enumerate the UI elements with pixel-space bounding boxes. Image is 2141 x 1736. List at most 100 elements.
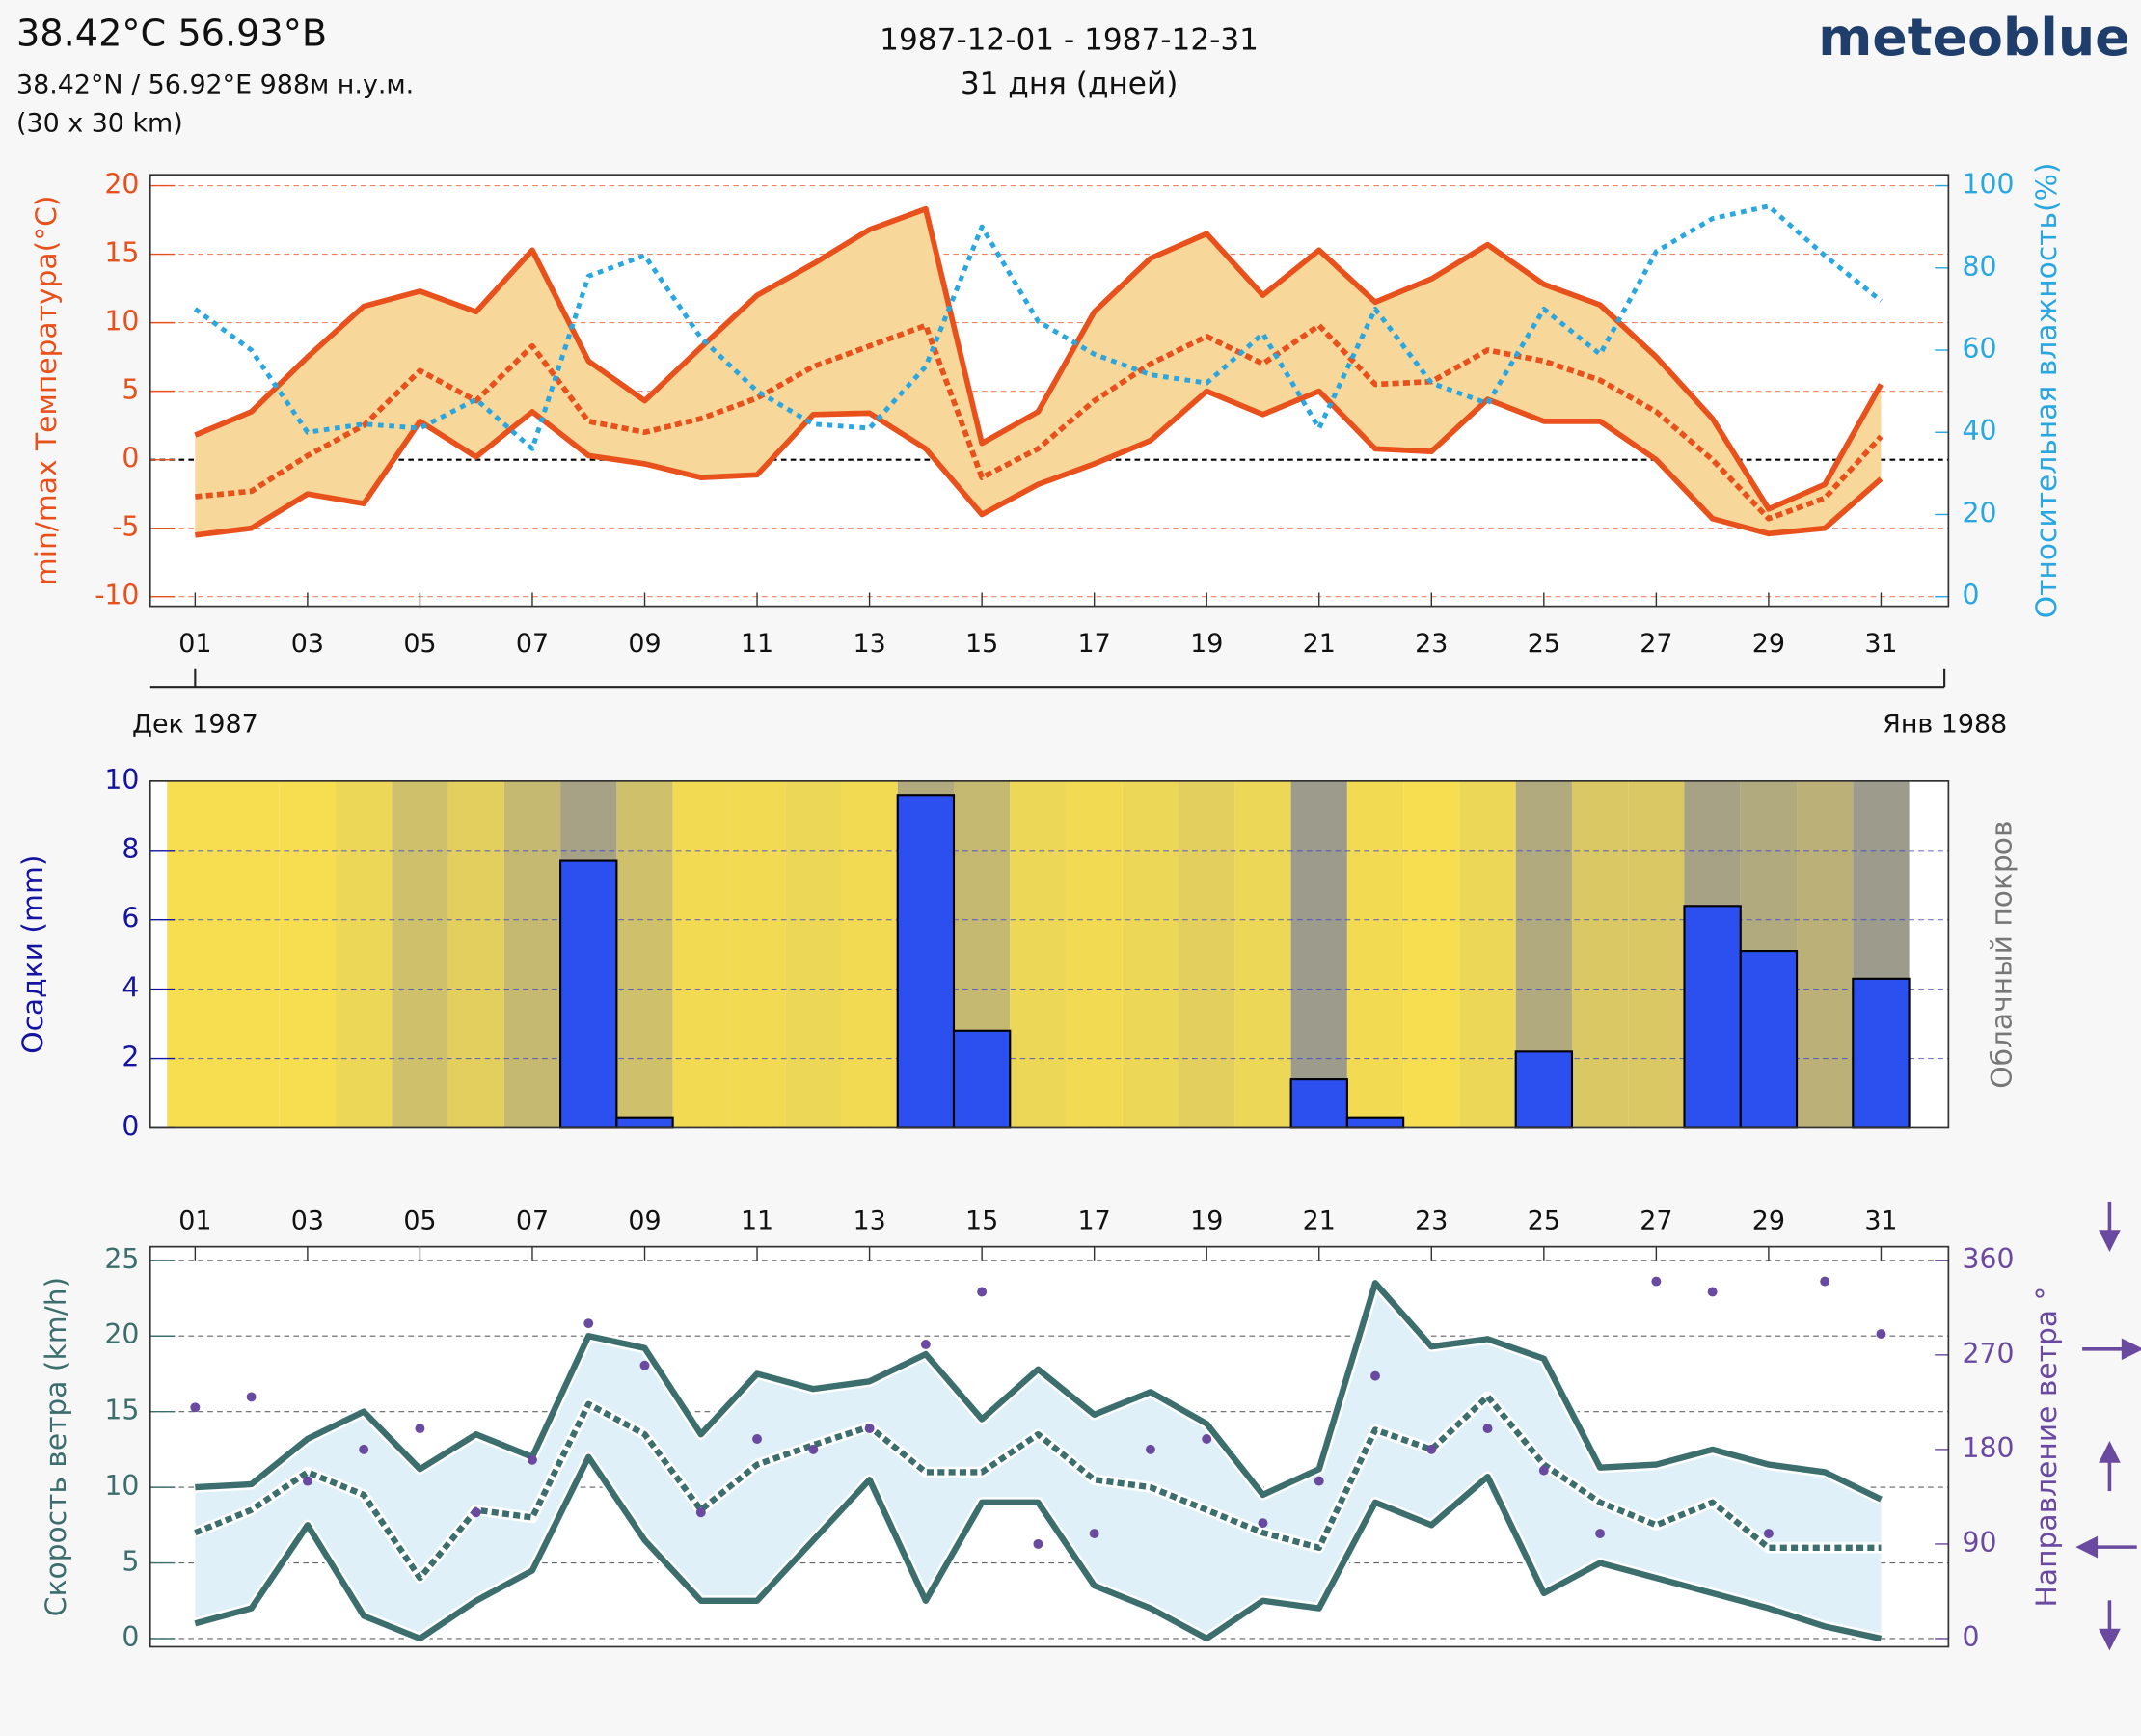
title: 38.42°C 56.93°B: [16, 13, 327, 55]
x-tick-label: 03: [291, 629, 324, 659]
direction-dot: [977, 1287, 988, 1297]
month-label: Дек 1987: [132, 709, 258, 739]
cloud-cover: [1628, 780, 1685, 1128]
x-tick-label: 21: [1303, 629, 1336, 659]
direction-dot: [1314, 1476, 1324, 1486]
y2-tick-label: 270: [1963, 1338, 2015, 1370]
min-line: [194, 1453, 1883, 1642]
y-tick-label: 4: [122, 972, 139, 1004]
y2-tick-label: 40: [1963, 415, 1997, 447]
x-tick-label: 13: [853, 1207, 885, 1236]
y-tick-label: 10: [104, 306, 139, 338]
max-line: [195, 1280, 1883, 1503]
x-tick-label: 13: [853, 629, 885, 659]
cloud-cover: [279, 780, 337, 1128]
x-tick-label: 05: [403, 1207, 436, 1236]
x-tick-label: 03: [291, 1207, 324, 1236]
cloud-cover: [447, 780, 504, 1128]
range-fill: [195, 1283, 1882, 1639]
mean-line: [195, 322, 1884, 522]
direction-dot: [1145, 1444, 1155, 1454]
y-tick-label: 0: [122, 1110, 139, 1142]
arrow-head: [2099, 1230, 2121, 1253]
cloud-cover: [1010, 780, 1067, 1128]
x-tick-label: 07: [516, 629, 549, 659]
y-axis-label: min/max Температура(°C): [30, 196, 64, 586]
y2-tick-label: 90: [1963, 1527, 1997, 1559]
direction-dot: [1258, 1518, 1268, 1529]
x-tick-label: 31: [1864, 629, 1897, 659]
direction-dot: [246, 1392, 257, 1402]
arrow-head: [2075, 1535, 2099, 1559]
x-tick-label: 01: [178, 1207, 211, 1236]
logo: meteoblue: [1818, 7, 2129, 68]
direction-dot: [1482, 1424, 1493, 1434]
direction-dot: [1707, 1287, 1718, 1297]
direction-dot: [415, 1424, 425, 1434]
cloud-cover: [336, 780, 393, 1128]
y-axis-label: Осадки (mm): [16, 855, 50, 1054]
y-tick-label: 6: [122, 903, 139, 935]
cloud-cover: [1797, 780, 1854, 1128]
month-label: Янв 1988: [1883, 709, 2007, 739]
direction-dot: [695, 1507, 706, 1518]
x-tick-label: 29: [1752, 1207, 1785, 1236]
x-tick-label: 29: [1752, 629, 1785, 659]
period: 1987-12-01 - 1987-12-31: [880, 22, 1259, 57]
direction-dot: [528, 1454, 537, 1465]
y-tick-label: 2: [122, 1042, 139, 1073]
cloud-cover: [1459, 780, 1516, 1128]
coords: 38.42°N / 56.92°E 988м н.у.м.: [16, 70, 414, 100]
x-tick-label: 09: [628, 1207, 661, 1236]
cloud-cover: [1234, 780, 1291, 1128]
bar: [1345, 1116, 1405, 1129]
y2-axis-label: Облачный покров: [1986, 821, 2019, 1089]
cloud-cover: [503, 780, 561, 1128]
y2-tick-label: 60: [1963, 333, 1997, 365]
y-tick-label: 0: [122, 443, 139, 475]
y-tick-label: 10: [104, 1470, 139, 1502]
direction-dot: [1370, 1370, 1380, 1381]
x-tick-label: 07: [516, 1207, 549, 1236]
y-tick-label: 5: [122, 374, 139, 406]
arrow-head: [2121, 1338, 2141, 1361]
direction-dot: [639, 1360, 650, 1370]
direction-dot: [302, 1476, 312, 1486]
cloud-cover: [785, 780, 842, 1128]
direction-dot: [1033, 1538, 1043, 1549]
arrow-head: [2099, 1440, 2121, 1463]
direction-dot: [1763, 1529, 1774, 1538]
y2-tick-label: 80: [1963, 251, 1997, 283]
plot-frame: [149, 779, 1950, 1129]
direction-dot: [1202, 1434, 1212, 1444]
y-tick-label: 10: [104, 764, 139, 796]
direction-dot: [359, 1444, 369, 1454]
direction-dot: [752, 1434, 763, 1444]
y-tick-label: 0: [122, 1621, 139, 1653]
direction-dot: [808, 1444, 819, 1454]
cloud-cover: [392, 780, 448, 1128]
arrow-head: [2099, 1628, 2121, 1651]
x-tick-label: 27: [1640, 629, 1672, 659]
y-axis-label: Скорость ветра (km/h): [40, 1277, 73, 1616]
y-tick-label: 20: [104, 169, 139, 201]
plot-frame: [149, 174, 1950, 608]
range-fill: [195, 208, 1882, 535]
x-tick-label: 17: [1078, 629, 1111, 659]
cloud-cover: [841, 780, 898, 1128]
bar: [1514, 1050, 1574, 1129]
bar: [896, 794, 956, 1129]
cloud-cover: [1290, 780, 1347, 1128]
y-tick-label: 15: [104, 237, 139, 269]
plot-frame: [149, 1245, 1950, 1648]
direction-arrows: [2075, 1201, 2141, 1651]
y-tick-label: 5: [122, 1546, 139, 1578]
direction-dot: [1089, 1529, 1099, 1538]
max-line: [194, 205, 1884, 512]
x-tick-label: 17: [1078, 1207, 1111, 1236]
x-tick-label: 19: [1190, 1207, 1223, 1236]
cloud-cover: [1122, 780, 1179, 1128]
x-tick-label: 23: [1415, 1207, 1448, 1236]
direction-dot: [1538, 1465, 1549, 1476]
cloud-cover: [728, 780, 786, 1128]
